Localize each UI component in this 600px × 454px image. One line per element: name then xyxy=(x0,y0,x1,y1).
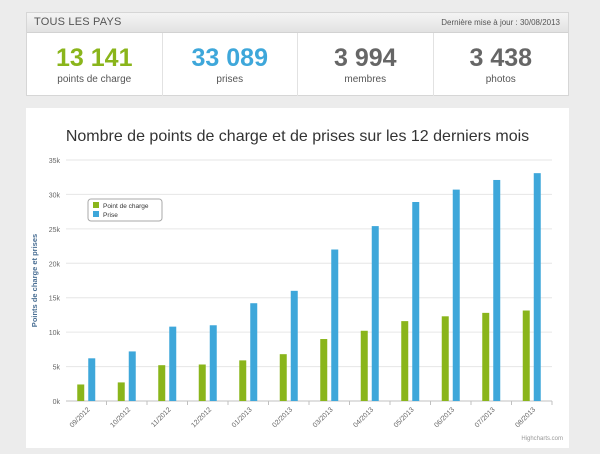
bar-point-de-charge xyxy=(239,360,247,401)
bar-point-de-charge xyxy=(198,364,206,401)
legend-label: Point de charge xyxy=(103,203,149,210)
credit-text: Highcharts.com xyxy=(521,436,563,442)
x-tick-label: 06/2013 xyxy=(433,406,456,429)
x-tick-label: 12/2012 xyxy=(190,406,213,429)
y-tick-label: 15k xyxy=(49,296,61,303)
bar-prise xyxy=(209,325,217,401)
bar-prise xyxy=(371,226,379,401)
last-update-text: Dernière mise à jour : 30/08/2013 xyxy=(441,18,560,27)
x-tick-label: 03/2013 xyxy=(312,406,335,429)
bar-point-de-charge xyxy=(360,330,368,401)
bar-point-de-charge xyxy=(482,312,490,401)
bar-point-de-charge xyxy=(158,365,166,401)
summary-header: TOUS LES PAYS Dernière mise à jour : 30/… xyxy=(27,13,568,33)
stat-plugs: 33 089 prises xyxy=(163,33,298,96)
stat-members: 3 994 membres xyxy=(298,33,434,96)
x-tick-label: 09/2012 xyxy=(69,406,92,429)
bar-prise xyxy=(128,351,136,401)
bar-prise xyxy=(169,326,177,401)
chart-title: Nombre de points de charge et de prises … xyxy=(65,128,530,145)
x-tick-label: 05/2013 xyxy=(393,406,416,429)
bar-point-de-charge xyxy=(320,339,328,401)
y-tick-label: 35k xyxy=(49,158,61,165)
bar-prise xyxy=(290,290,298,401)
legend-swatch xyxy=(93,202,99,208)
bar-prise xyxy=(412,202,420,401)
y-tick-label: 20k xyxy=(49,261,61,268)
y-tick-label: 5k xyxy=(53,365,61,372)
y-tick-label: 0k xyxy=(53,399,61,406)
chart-card: Nombre de points de charge et de prises … xyxy=(26,108,569,448)
stat-label: membres xyxy=(344,74,387,85)
x-tick-label: 02/2013 xyxy=(271,406,294,429)
x-tick-label: 08/2013 xyxy=(514,406,537,429)
country-scope-title: TOUS LES PAYS xyxy=(34,16,122,28)
stat-label: prises xyxy=(216,74,244,85)
bar-chart: 0k 5k 10k 15k 20k 25k 30k 35k Points de charge e… xyxy=(30,158,563,442)
stat-charge-points: 13 141 points de charge xyxy=(27,33,163,96)
y-tick-label: 10k xyxy=(49,330,61,337)
bar-prise xyxy=(452,189,460,401)
x-tick-label: 07/2013 xyxy=(474,406,497,429)
summary-panel: TOUS LES PAYS Dernière mise à jour : 30/… xyxy=(26,12,569,96)
y-tick-label: 25k xyxy=(49,227,61,234)
x-tick-label: 11/2012 xyxy=(150,406,173,429)
bar-prise xyxy=(331,249,339,401)
bar-point-de-charge xyxy=(441,316,449,401)
bar-prise xyxy=(250,303,258,401)
stat-value: 3 438 xyxy=(469,44,533,72)
x-tick-label: 10/2012 xyxy=(109,406,132,429)
x-tick-label: 04/2013 xyxy=(352,406,375,429)
bar-point-de-charge xyxy=(401,321,409,401)
bar-prise xyxy=(533,173,541,401)
stat-label: photos xyxy=(485,74,516,85)
legend-swatch xyxy=(93,211,99,217)
legend-label: Prise xyxy=(103,212,118,219)
stat-photos: 3 438 photos xyxy=(434,33,569,96)
stat-label: points de charge xyxy=(57,74,132,85)
y-tick-label: 30k xyxy=(49,192,61,199)
stat-value: 13 141 xyxy=(56,44,133,72)
bar-prise xyxy=(493,179,501,401)
bar-point-de-charge xyxy=(117,382,125,401)
bar-point-de-charge xyxy=(522,310,530,401)
stat-value: 3 994 xyxy=(333,44,397,72)
bar-prise xyxy=(88,358,96,401)
y-axis-title: Points de charge et prises xyxy=(30,234,39,327)
legend-box xyxy=(87,198,163,222)
bar-point-de-charge xyxy=(77,384,85,401)
stat-value: 33 089 xyxy=(191,44,268,72)
bar-point-de-charge xyxy=(279,354,287,401)
stats-row: 13 141 points de charge 33 089 prises 3 … xyxy=(27,33,568,96)
x-tick-label: 01/2013 xyxy=(231,406,254,429)
